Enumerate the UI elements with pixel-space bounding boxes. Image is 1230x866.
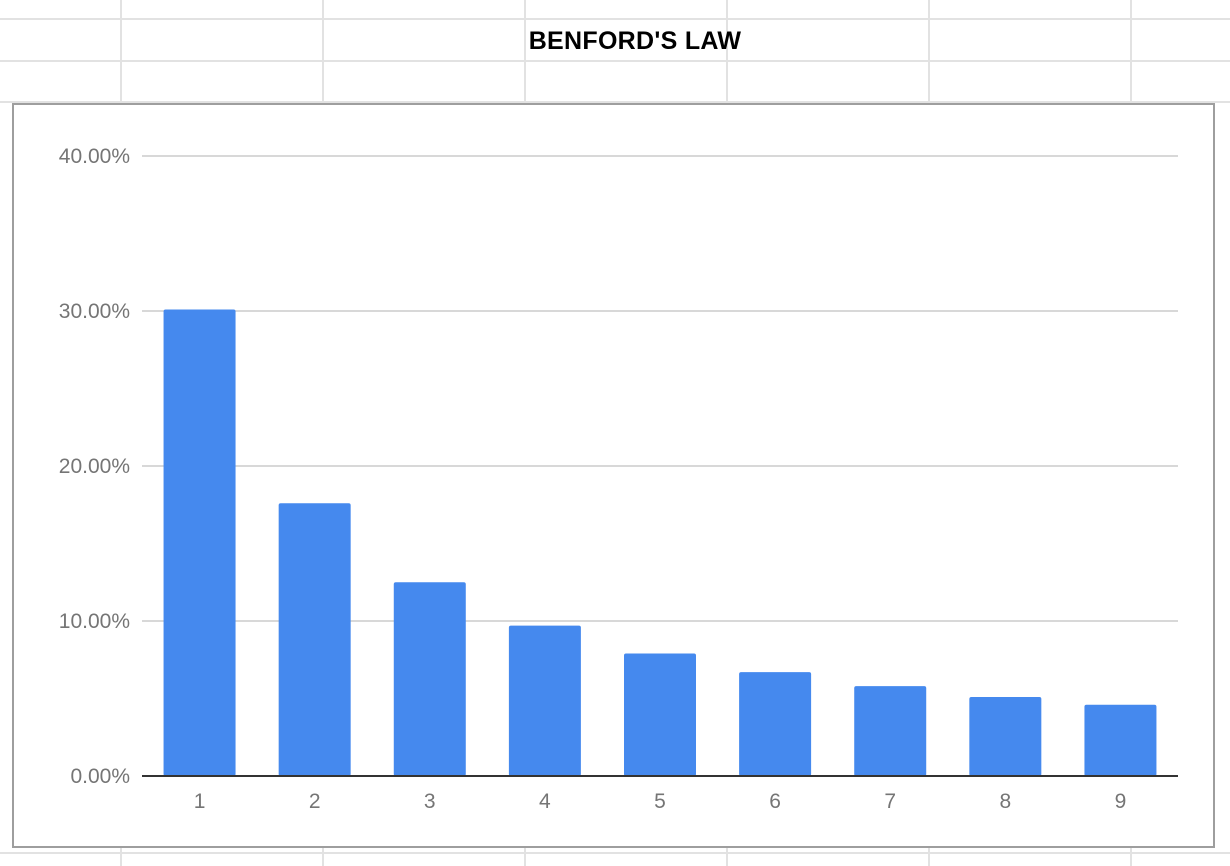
bar-digit-3[interactable]	[393, 582, 466, 776]
x-tick-label: 8	[999, 790, 1011, 813]
bar-digit-7[interactable]	[854, 686, 927, 776]
bar-digit-9[interactable]	[1084, 704, 1157, 776]
sheet-title: BENFORD'S LAW	[528, 26, 742, 55]
x-tick-label: 4	[539, 790, 551, 813]
x-tick-label: 5	[654, 790, 666, 813]
bar-digit-2[interactable]	[278, 503, 351, 776]
sheet-row-divider	[0, 18, 1230, 20]
y-tick-label: 40.00%	[59, 145, 130, 168]
y-tick-label: 10.00%	[59, 610, 130, 633]
x-tick-label: 9	[1115, 790, 1127, 813]
x-tick-label: 2	[309, 790, 321, 813]
x-tick-label: 1	[194, 790, 206, 813]
y-tick-label: 30.00%	[59, 300, 130, 323]
bar-digit-8[interactable]	[969, 696, 1042, 776]
chart-container[interactable]: 0.00% 10.00% 20.00% 30.00% 40.00% 1 2 3 4 5 6 7 8 9	[12, 103, 1215, 848]
bar-digit-5[interactable]	[624, 653, 696, 776]
bar-digit-6[interactable]	[739, 672, 812, 776]
sheet-row-divider	[0, 101, 1230, 103]
sheet-row-divider	[0, 852, 1230, 854]
sheet-row-divider	[0, 60, 1230, 62]
title-cell[interactable]: BENFORD'S LAW	[0, 20, 1230, 62]
y-tick-label: 0.00%	[70, 765, 130, 788]
bar-chart: 0.00% 10.00% 20.00% 30.00% 40.00% 1 2 3 4 5 6 7 8 9	[59, 145, 1178, 813]
bar-digit-4[interactable]	[508, 625, 581, 776]
x-tick-label: 6	[769, 790, 781, 813]
x-tick-label: 7	[884, 790, 896, 813]
bar-digit-1[interactable]	[163, 309, 236, 776]
y-tick-label: 20.00%	[59, 455, 130, 478]
x-tick-label: 3	[424, 790, 436, 813]
